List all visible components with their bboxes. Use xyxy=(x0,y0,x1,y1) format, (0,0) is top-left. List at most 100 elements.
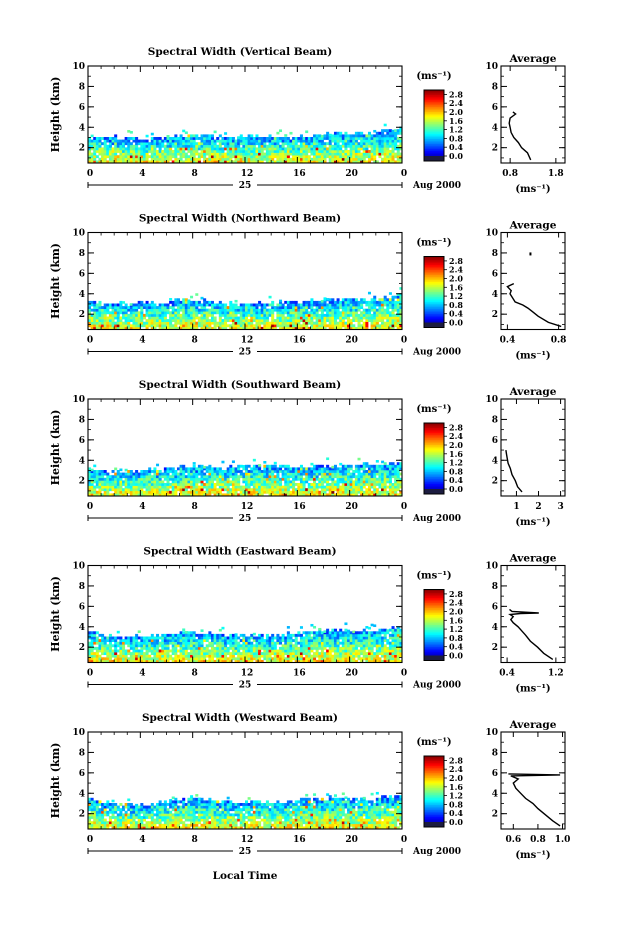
average-frame xyxy=(500,731,566,830)
colorbar-tick-label: 0.0 xyxy=(449,151,463,161)
y-tick-label: 4 xyxy=(79,789,85,799)
x-tick-label: 16 xyxy=(293,169,306,179)
x-tick-label: 12 xyxy=(241,502,254,512)
day-label: 25 xyxy=(239,681,252,691)
colorbar-tick-label: 2.4 xyxy=(449,98,463,108)
colorbar xyxy=(423,589,445,661)
y-tick-label: 2 xyxy=(79,144,85,154)
x-tick-label: 0 xyxy=(401,169,407,179)
average-profile-line xyxy=(508,773,561,827)
colorbar-tick-label: 2.8 xyxy=(449,755,463,765)
average-x-tick-label: 3 xyxy=(557,502,563,512)
chart-title: Spectral Width (Northward Beam) xyxy=(139,213,341,225)
x-tick-label: 0 xyxy=(401,336,407,346)
day-label: 25 xyxy=(239,514,252,524)
average-title: Average xyxy=(509,719,557,731)
colorbar-tick-label: 2.4 xyxy=(449,265,463,275)
x-tick-label: 4 xyxy=(139,835,145,845)
colorbar-tick-label: 1.2 xyxy=(449,791,463,801)
y-tick-label: 10 xyxy=(72,728,85,738)
x-tick-label: 20 xyxy=(345,835,358,845)
y-tick-label: 2 xyxy=(79,310,85,320)
colorbar-floor xyxy=(424,156,444,161)
average-y-tick-label: 4 xyxy=(492,290,498,300)
average-title: Average xyxy=(509,53,557,65)
x-tick-label: 12 xyxy=(241,169,254,179)
x-tick-label: 0 xyxy=(87,169,93,179)
y-axis-label: Height (km) xyxy=(49,743,62,819)
average-frame xyxy=(500,398,566,497)
colorbar-tick-label: 1.6 xyxy=(449,116,463,126)
panels: Spectral Width (Vertical Beam)246810Heig… xyxy=(49,46,570,861)
heatmap-cells xyxy=(88,287,402,330)
y-tick-label: 6 xyxy=(79,269,85,279)
average-title: Average xyxy=(509,220,557,232)
date-label: Aug 2000 xyxy=(412,514,461,524)
x-tick-label: 20 xyxy=(345,336,358,346)
colorbar-tick-label: 0.4 xyxy=(449,475,463,485)
average-y-tick-label: 2 xyxy=(492,810,498,820)
average-y-tick-label: 2 xyxy=(492,310,498,320)
y-tick-label: 10 xyxy=(72,395,85,405)
average-y-tick-label: 4 xyxy=(492,123,498,133)
average-y-tick-label: 6 xyxy=(492,436,498,446)
colorbar-unit: (ms⁻¹) xyxy=(416,737,451,748)
average-y-tick-label: 4 xyxy=(492,789,498,799)
average-y-tick-label: 8 xyxy=(492,82,498,92)
colorbar-tick-label: 2.8 xyxy=(449,256,463,266)
average-y-tick-label: 6 xyxy=(492,602,498,612)
x-tick-label: 20 xyxy=(345,669,358,679)
average-unit: (ms⁻¹) xyxy=(515,351,550,362)
x-tick-label: 8 xyxy=(192,169,198,179)
colorbar-floor xyxy=(424,655,444,661)
colorbar-tick-label: 2.4 xyxy=(449,598,463,608)
average-profile-line xyxy=(508,608,554,660)
average-y-tick-label: 4 xyxy=(492,456,498,466)
average-y-tick-label: 10 xyxy=(485,728,498,738)
x-tick-label: 20 xyxy=(345,169,358,179)
x-tick-label: 16 xyxy=(293,502,306,512)
average-x-tick-label: 0.4 xyxy=(500,336,516,346)
average-x-tick-label: 1.8 xyxy=(548,169,564,179)
day-label: 25 xyxy=(239,181,252,191)
day-label: 25 xyxy=(239,348,252,358)
y-tick-label: 8 xyxy=(79,82,85,92)
x-tick-label: 0 xyxy=(401,669,407,679)
x-tick-label: 20 xyxy=(345,502,358,512)
colorbar-tick-label: 0.8 xyxy=(449,633,463,643)
colorbar-tick-label: 2.0 xyxy=(449,773,463,783)
colorbar-floor xyxy=(424,322,444,328)
colorbar-tick-label: 0.0 xyxy=(449,651,463,661)
colorbar-tick-label: 2.0 xyxy=(449,274,463,284)
panel-4: Spectral Width (Eastward Beam) 2 4 6 8 10 Heig… xyxy=(49,546,566,695)
chart-title: Spectral Width (Westward Beam) xyxy=(142,712,338,724)
colorbar-tick-label: 0.4 xyxy=(449,309,463,319)
average-y-tick-label: 2 xyxy=(492,643,498,653)
colorbar-tick-label: 1.2 xyxy=(449,291,463,301)
colorbar-tick-label: 2.0 xyxy=(449,107,463,117)
colorbar xyxy=(423,256,445,328)
colorbar-tick-label: 1.2 xyxy=(449,458,463,468)
colorbar-tick-label: 0.4 xyxy=(449,642,463,652)
y-axis-label: Height (km) xyxy=(49,243,62,319)
average-unit: (ms⁻¹) xyxy=(515,684,550,695)
colorbar-unit: (ms⁻¹) xyxy=(416,404,451,415)
colorbar-tick-label: 1.6 xyxy=(449,449,463,459)
colorbar-tick-label: 2.0 xyxy=(449,607,463,617)
average-y-tick-label: 6 xyxy=(492,269,498,279)
average-unit: (ms⁻¹) xyxy=(515,850,550,861)
colorbar-unit: (ms⁻¹) xyxy=(416,238,451,249)
y-tick-label: 8 xyxy=(79,249,85,259)
average-y-tick-label: 2 xyxy=(492,144,498,154)
x-tick-label: 16 xyxy=(293,835,306,845)
heatmap-cells xyxy=(88,457,402,496)
average-x-tick-label: 2 xyxy=(535,502,541,512)
x-axis-label: Local Time xyxy=(213,870,278,882)
colorbar-tick-label: 2.8 xyxy=(449,589,463,599)
x-tick-label: 8 xyxy=(192,336,198,346)
average-profile-line xyxy=(506,282,562,328)
y-tick-label: 2 xyxy=(79,477,85,487)
average-y-tick-label: 10 xyxy=(485,562,498,572)
colorbar-tick-label: 1.6 xyxy=(449,615,463,625)
average-profile-line xyxy=(505,449,523,493)
